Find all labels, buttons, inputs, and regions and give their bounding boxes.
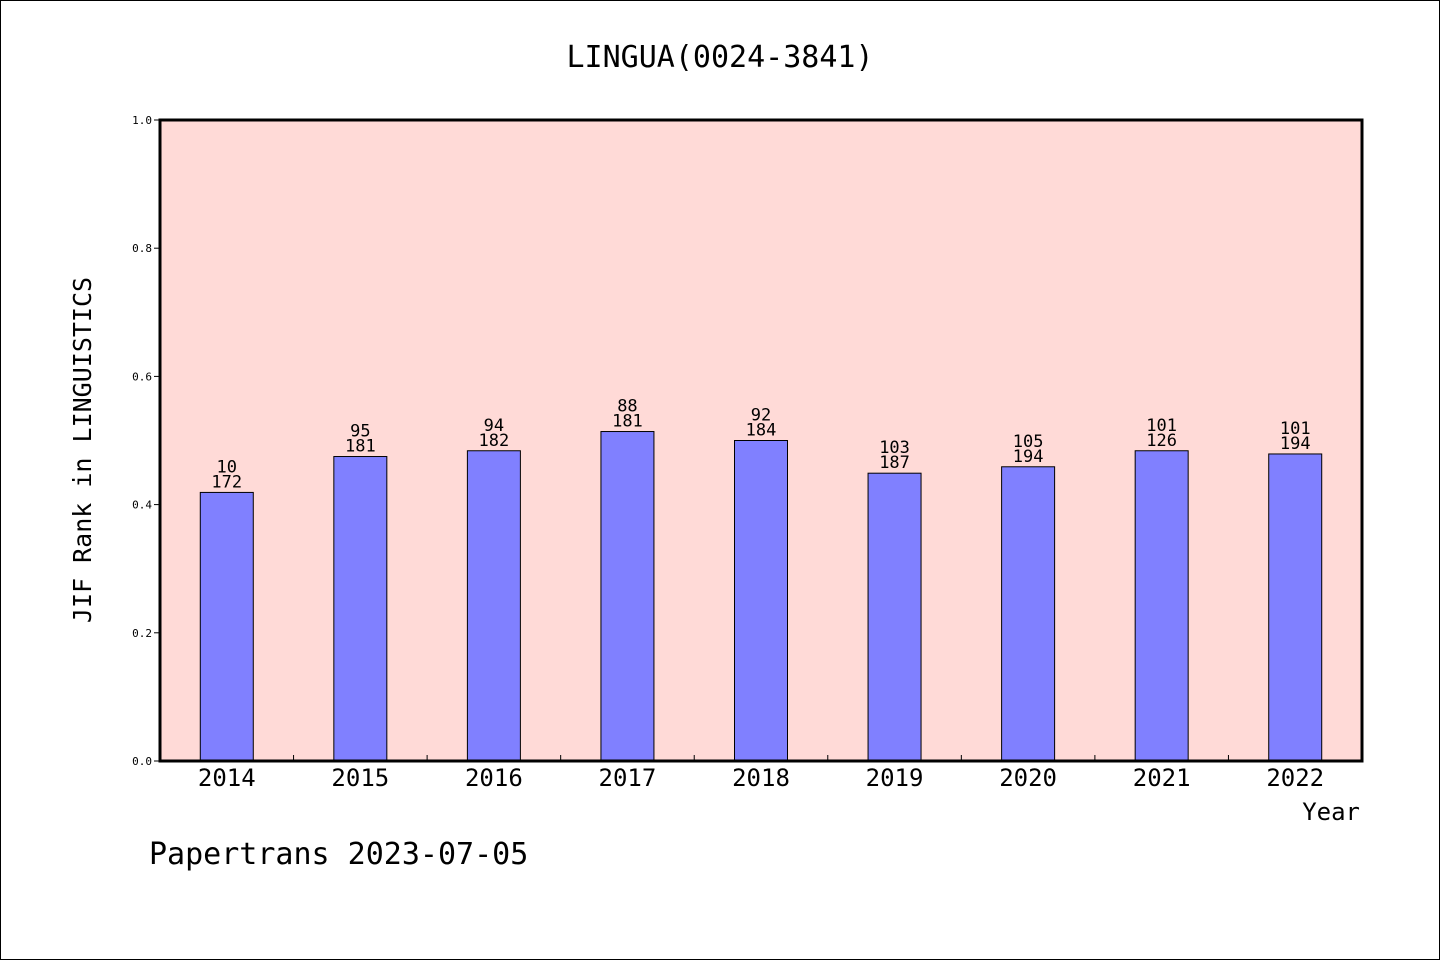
bar-label-total: 194 bbox=[1013, 447, 1044, 467]
bar-label-rank: 101 bbox=[1146, 416, 1177, 436]
y-axis-ticks: 0.0 0.2 0.4 0.6 0.8 1.0 bbox=[132, 114, 160, 768]
chart-title: LINGUA(0024-3841) bbox=[566, 40, 873, 75]
x-tick-label: 2017 bbox=[599, 764, 657, 792]
footer-text: Papertrans 2023-07-05 bbox=[149, 837, 528, 872]
bar-label-total: 187 bbox=[879, 453, 910, 473]
x-tick-label: 2020 bbox=[999, 764, 1057, 792]
bar-2022 bbox=[1268, 453, 1323, 762]
y-tick-label: 1.0 bbox=[132, 114, 152, 127]
bar-label-rank: 105 bbox=[1013, 432, 1044, 452]
bar-label-rank: 10 bbox=[217, 457, 237, 477]
y-tick-label: 0.6 bbox=[132, 370, 152, 383]
bar-label-rank: 95 bbox=[350, 422, 370, 442]
x-axis-label: Year bbox=[1302, 798, 1360, 826]
bar-label-rank: 103 bbox=[879, 438, 910, 458]
bars bbox=[199, 431, 1323, 762]
x-tick-label: 2019 bbox=[866, 764, 924, 792]
bar-2014 bbox=[199, 491, 254, 762]
bar-2017 bbox=[600, 431, 655, 762]
bar-2015 bbox=[333, 456, 388, 762]
y-tick-label: 0.8 bbox=[132, 242, 152, 255]
bar-2016 bbox=[466, 450, 521, 762]
bar-label-rank: 94 bbox=[484, 416, 504, 436]
bar-2019 bbox=[867, 472, 922, 762]
plot-border bbox=[158, 118, 1364, 763]
y-tick-label: 0.4 bbox=[132, 499, 152, 512]
y-tick-label: 0.2 bbox=[132, 627, 152, 640]
bar-2020 bbox=[1001, 466, 1056, 762]
y-axis-label: JIF Rank in LINGUISTICS bbox=[68, 277, 97, 623]
bar-label-total: 126 bbox=[1146, 431, 1177, 451]
x-tick-label: 2014 bbox=[198, 764, 256, 792]
bar-label-total: 181 bbox=[612, 412, 643, 432]
bar-label-total: 194 bbox=[1280, 434, 1311, 454]
bar-label-total: 184 bbox=[746, 421, 777, 441]
bar-2021 bbox=[1134, 450, 1189, 762]
bar-2018 bbox=[734, 440, 788, 762]
bar-label-total: 181 bbox=[345, 437, 376, 457]
bar-label-rank: 88 bbox=[617, 397, 637, 417]
bar-label-total: 172 bbox=[211, 472, 242, 492]
x-tick-label: 2021 bbox=[1133, 764, 1191, 792]
bar-label-total: 182 bbox=[479, 431, 510, 451]
bar-label-rank: 101 bbox=[1280, 419, 1311, 439]
bar-label-rank: 92 bbox=[751, 406, 771, 426]
x-tick-label: 2022 bbox=[1266, 764, 1324, 792]
x-tick-label: 2015 bbox=[331, 764, 389, 792]
x-tick-label: 2018 bbox=[732, 764, 790, 792]
x-tick-label: 2016 bbox=[465, 764, 523, 792]
y-tick-label: 0.0 bbox=[132, 755, 152, 768]
x-axis-ticks: 2014 2015 2016 2017 2018 2019 2020 2021 2022 bbox=[198, 755, 1324, 792]
